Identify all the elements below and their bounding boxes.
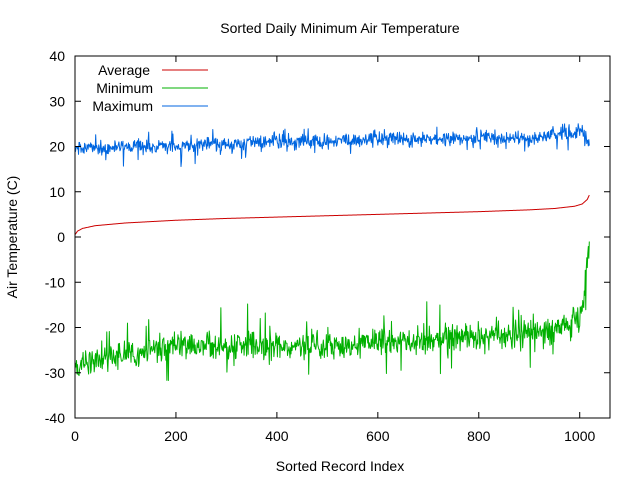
legend: Average Minimum Maximum: [92, 62, 208, 114]
legend-label-minimum: Minimum: [96, 80, 153, 96]
series-line-minimum: [74, 241, 590, 381]
x-tick-label: 200: [164, 428, 188, 444]
x-tick-label: 600: [366, 428, 390, 444]
y-tick-label: 40: [49, 48, 65, 64]
ticks-layer: 0 200 400 600 800 1000 -40 -30 -20 -10 0 10 20 30 40: [45, 48, 610, 444]
y-tick-label: -30: [45, 365, 65, 381]
legend-label-maximum: Maximum: [92, 98, 153, 114]
y-tick-label: 30: [49, 93, 65, 109]
x-axis-label: Sorted Record Index: [276, 458, 404, 474]
x-tick-label: 400: [265, 428, 289, 444]
y-tick-label: -10: [45, 274, 65, 290]
y-tick-label: -40: [45, 410, 65, 426]
series-line-maximum: [74, 123, 590, 168]
series-layer: [74, 123, 590, 381]
series-line-average: [74, 194, 590, 236]
y-tick-label: 20: [49, 139, 65, 155]
x-tick-label: 800: [467, 428, 491, 444]
y-axis-label: Air Temperature (C): [4, 176, 20, 299]
chart-title: Sorted Daily Minimum Air Temperature: [220, 20, 460, 36]
y-tick-label: 0: [57, 229, 65, 245]
legend-label-average: Average: [98, 62, 150, 78]
y-tick-label: -20: [45, 320, 65, 336]
y-tick-label: 10: [49, 184, 65, 200]
x-tick-label: 1000: [564, 428, 595, 444]
x-tick-label: 0: [71, 428, 79, 444]
